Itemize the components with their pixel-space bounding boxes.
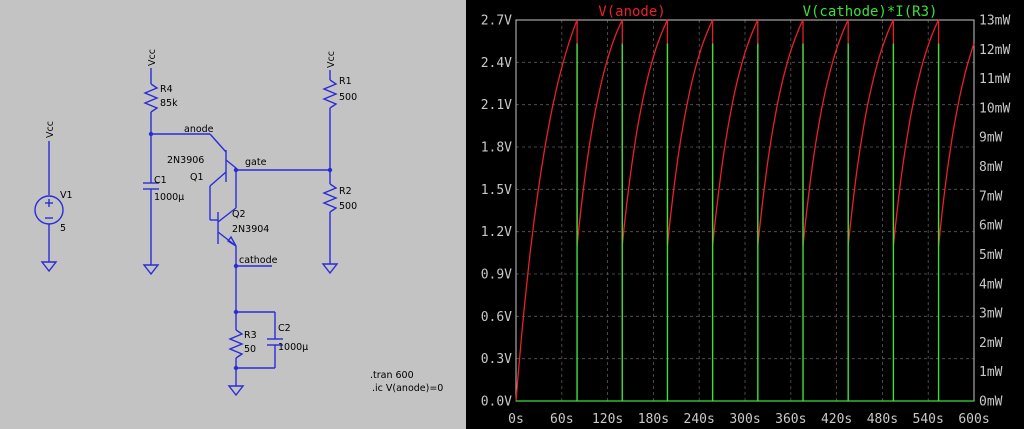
- y-right-tick-label: 6mW: [979, 219, 1003, 234]
- waveform-plot[interactable]: 0s 60s 120s 180s 240s 300s 360s 420s 480s 540s 600…: [466, 0, 1024, 429]
- y-left-tick-label: 2.4V: [481, 56, 512, 71]
- x-tick-label: 180s: [638, 412, 669, 427]
- x-tick-label: 420s: [821, 412, 852, 427]
- y-left-tick-label: 1.5V: [481, 183, 512, 198]
- x-tick-label: 600s: [958, 412, 989, 427]
- plot-frame: [515, 19, 975, 402]
- y-right-tick-label: 5mW: [979, 248, 1003, 263]
- y-right-tick-label: 11mW: [979, 72, 1010, 87]
- trace-title-anode[interactable]: V(anode): [598, 4, 665, 20]
- y-right-tick-label: 8mW: [979, 160, 1003, 175]
- r1-value: 500: [339, 92, 357, 103]
- y-right-tick-label: 10mW: [979, 101, 1010, 116]
- y-right-tick-label: 13mW: [979, 14, 1010, 29]
- x-tick-label: 120s: [592, 412, 623, 427]
- vcc-left-label: Vcc: [45, 121, 56, 138]
- y-left-tick-label: 2.1V: [481, 98, 512, 113]
- traces: [515, 19, 975, 402]
- y-left-tick-label: 2.7V: [481, 14, 512, 29]
- ic-directive[interactable]: .ic V(anode)=0: [372, 383, 443, 394]
- waveform-plot-panel[interactable]: 0s 60s 120s 180s 240s 300s 360s 420s 480s 540s 600…: [466, 0, 1024, 429]
- r3-value: 50: [244, 344, 256, 355]
- schematic-canvas[interactable]: Vcc V1 5 Vcc R4 85k anode C1 1000µ: [0, 0, 466, 429]
- x-tick-label: 240s: [684, 412, 715, 427]
- r1-label: R1: [339, 76, 352, 87]
- x-tick-label: 300s: [729, 412, 760, 427]
- x-tick-label: 540s: [913, 412, 944, 427]
- trace-title-power[interactable]: V(cathode)*I(R3): [803, 4, 938, 20]
- anode-net-label: anode: [184, 124, 214, 135]
- c1-value: 1000µ: [154, 192, 184, 203]
- r2-value: 500: [339, 201, 357, 212]
- transistor-pair[interactable]: [209, 150, 239, 330]
- y-right-tick-label: 1mW: [979, 365, 1003, 380]
- q1-model-label: 2N3906: [167, 155, 204, 166]
- y-left-tick-label: 0.0V: [481, 395, 512, 410]
- y-right-tick-label: 0mW: [979, 395, 1003, 410]
- vcc-right-label: Vcc: [326, 51, 337, 68]
- x-tick-label: 480s: [867, 412, 898, 427]
- y-right-tick-label: 7mW: [979, 189, 1003, 204]
- r3-c2-branch[interactable]: [227, 263, 283, 397]
- y-left-tick-label: 0.9V: [481, 268, 512, 283]
- x-tick-label: 360s: [775, 412, 806, 427]
- q2-model-label: 2N3904: [232, 224, 269, 235]
- y-left-tick-label: 1.8V: [481, 141, 512, 156]
- y-right-tick-label: 4mW: [979, 277, 1003, 292]
- y-right-tick-label: 9mW: [979, 131, 1003, 146]
- x-tick-label: 0s: [508, 412, 524, 427]
- y-left-tick-label: 1.2V: [481, 225, 512, 240]
- c2-label: C2: [278, 323, 291, 334]
- trace-anode-voltage: [515, 19, 975, 402]
- c2-value: 1000µ: [278, 342, 308, 353]
- r4-label: R4: [160, 84, 173, 95]
- r4-c1-branch[interactable]: [142, 68, 227, 276]
- v1-label: V1: [60, 190, 73, 201]
- y-left-tick-label: 0.6V: [481, 310, 512, 325]
- y-right-tick-label: 3mW: [979, 307, 1003, 322]
- plot-grid: [515, 19, 975, 402]
- y-left-tick-label: 0.3V: [481, 352, 512, 367]
- q1-label: Q1: [190, 172, 204, 183]
- y-right-tick-label: 2mW: [979, 336, 1003, 351]
- y-right-tick-label: 12mW: [979, 43, 1010, 58]
- cathode-net-label: cathode: [239, 255, 278, 266]
- tran-directive[interactable]: .tran 600: [370, 370, 414, 381]
- r3-label: R3: [244, 330, 257, 341]
- schematic-panel[interactable]: Vcc V1 5 Vcc R4 85k anode C1 1000µ: [0, 0, 466, 429]
- v1-source[interactable]: [34, 141, 64, 273]
- x-tick-label: 60s: [550, 412, 573, 427]
- r1-r2-divider[interactable]: [236, 70, 339, 275]
- axis-ticks: 0s 60s 120s 180s 240s 300s 360s 420s 480s 540s 600…: [481, 14, 1011, 428]
- v1-value: 5: [60, 223, 66, 234]
- r4-value: 85k: [160, 98, 178, 109]
- r2-label: R2: [339, 186, 352, 197]
- gate-net-label: gate: [245, 157, 267, 168]
- c1-label: C1: [154, 175, 167, 186]
- q2-label: Q2: [232, 209, 246, 220]
- vcc-mid-label: Vcc: [147, 49, 158, 66]
